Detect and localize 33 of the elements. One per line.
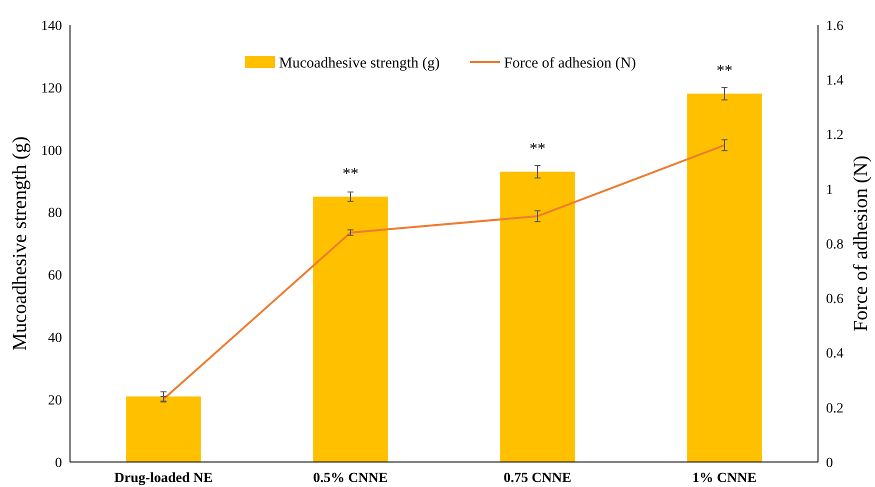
y2-tick-label: 1 [826, 182, 833, 198]
y-tick-label: 100 [41, 144, 62, 159]
bar [687, 94, 762, 462]
bar [126, 396, 201, 462]
y2-tick-label: 1.6 [826, 18, 844, 34]
line-series [162, 144, 726, 400]
y2-tick-label: 0.6 [826, 292, 844, 308]
x-tick-label: Drug-loaded NE [114, 471, 213, 486]
y-tick-label: 60 [48, 268, 62, 284]
legend-label: Force of adhesion (N) [504, 55, 636, 72]
annotation: ** [716, 62, 732, 80]
y-tick-label: 140 [41, 18, 62, 34]
y2-tick-label: 0.2 [826, 401, 844, 416]
y-tick-label: 40 [48, 331, 62, 346]
x-tick-label: 0.5% CNNE [313, 471, 388, 486]
y-tick-label: 0 [55, 456, 62, 471]
y2-tick-label: 0.8 [826, 237, 844, 252]
bar [313, 196, 388, 462]
annotation: ** [530, 140, 546, 158]
x-tick-label: 0.75 CNNE [504, 471, 572, 486]
x-tick-label: 1% CNNE [692, 471, 757, 486]
y2-tick-label: 1.4 [826, 74, 844, 89]
legend-label: Mucoadhesive strength (g) [279, 55, 440, 72]
y-tick-label: 120 [41, 81, 62, 96]
bar [500, 172, 575, 462]
y-tick-label: 20 [48, 393, 62, 408]
y-axis-title: Mucoadhesive strength (g) [9, 136, 31, 351]
y2-tick-label: 1.2 [826, 128, 844, 144]
annotation: ** [342, 166, 358, 183]
y2-tick-label: 0.4 [826, 346, 844, 362]
y2-axis-title: Force of adhesion (N) [850, 155, 872, 332]
y-tick-label: 80 [48, 206, 62, 222]
y2-tick-label: 0 [826, 456, 833, 471]
